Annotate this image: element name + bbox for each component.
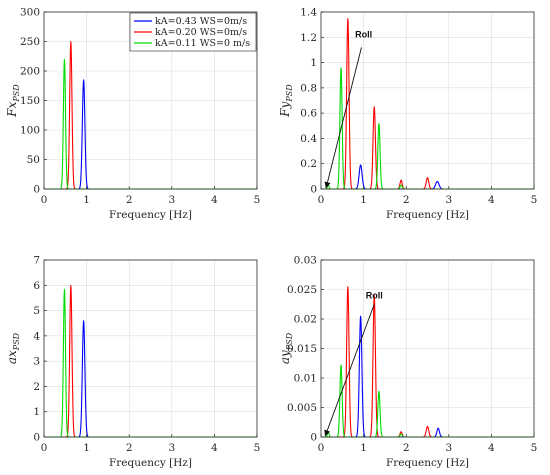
x-tick-label: 3: [445, 442, 452, 454]
y-tick-label: 1: [310, 57, 317, 69]
x-tick-label: 2: [126, 442, 133, 454]
x-tick-label: 3: [168, 194, 175, 206]
x-tick-label: 3: [168, 442, 175, 454]
y-tick-label: 0.02: [294, 314, 317, 326]
annotation-label: Roll: [366, 290, 383, 300]
series-line-ay-0: [320, 315, 535, 438]
legend-label-0: kA=0.43 WS=0m/s: [155, 16, 247, 27]
x-tick-label: 1: [360, 194, 367, 206]
y-tick-label: 0.4: [300, 133, 317, 145]
x-tick-label: 4: [211, 194, 218, 206]
y-tick-label: 6: [33, 280, 40, 292]
y-axis-title-subscript: PSD: [12, 332, 21, 351]
chart-panel-ax: 0 1 2 3 4 5 0 1 2 3 4 5 6 7 Frequency [Hz] axPSD: [5, 255, 260, 470]
x-tick-label: 5: [254, 442, 261, 454]
y-tick-label: 200: [20, 66, 40, 78]
x-tick-label: 2: [403, 194, 410, 206]
annotation-label: Roll: [355, 29, 372, 39]
y-tick-label: 0.015: [287, 343, 317, 355]
chart-panel-fy: 0 1 2 3 4 5 0 0.2 0.4 0.6 0.8 1 1.2 1.4 Frequency [Hz]…: [278, 7, 537, 222]
legend-label-1: kA=0.20 WS=0m/s: [155, 27, 247, 38]
x-axis-title: Frequency [Hz]: [109, 457, 192, 469]
plot-area-frame: [320, 11, 535, 190]
y-tick-label: 0: [310, 432, 317, 444]
y-tick-label: 0: [310, 184, 317, 196]
x-tick-label: 3: [445, 194, 452, 206]
chart-panel-ay: 0 1 2 3 4 5 0 0.005 0.01 0.015 0.02 0.025 0.03 Freque…: [278, 255, 537, 470]
x-tick-label: 1: [83, 194, 90, 206]
y-tick-label: 2: [33, 381, 40, 393]
x-tick-label: 5: [254, 194, 261, 206]
y-tick-label: 0.005: [287, 402, 317, 414]
y-axis-title-main: ay: [278, 350, 292, 364]
annotation-arrow: [324, 47, 362, 189]
y-axis-title-main: Fx: [5, 101, 19, 117]
x-tick-label: 2: [126, 194, 133, 206]
series-line-fy-0: [320, 164, 535, 190]
x-tick-label: 0: [41, 442, 48, 454]
x-tick-label: 4: [488, 442, 495, 454]
x-axis-title: Frequency [Hz]: [386, 209, 469, 221]
series-line-ax-2: [43, 288, 258, 438]
x-tick-label: 4: [488, 194, 495, 206]
y-axis-title-subscript: PSD: [285, 84, 294, 103]
x-axis-title: Frequency [Hz]: [109, 209, 192, 221]
series-line-fy-2: [320, 67, 535, 190]
plot-area-frame: [43, 259, 258, 438]
y-axis-title: ayPSD: [278, 332, 294, 364]
x-tick-label: 1: [360, 442, 367, 454]
series-line-fx-1: [43, 41, 258, 190]
annotation-arrow: [324, 304, 375, 437]
series-line-ax-0: [43, 320, 258, 438]
y-tick-label: 0: [33, 184, 40, 196]
y-axis-title: axPSD: [5, 332, 21, 364]
series-line-fx-2: [43, 58, 258, 190]
y-tick-label: 0.6: [300, 108, 317, 120]
x-tick-label: 0: [41, 194, 48, 206]
y-tick-label: 1.4: [300, 7, 317, 19]
y-tick-label: 0.025: [287, 284, 317, 296]
y-tick-label: 250: [20, 36, 40, 48]
y-tick-label: 0.8: [300, 82, 317, 94]
y-tick-label: 150: [20, 95, 40, 107]
y-axis-title-subscript: PSD: [285, 332, 294, 351]
x-tick-label: 5: [531, 194, 538, 206]
y-axis-title-subscript: PSD: [12, 84, 21, 103]
y-tick-label: 4: [33, 330, 40, 342]
y-tick-label: 7: [33, 255, 40, 267]
y-tick-label: 300: [20, 7, 40, 19]
legend: kA=0.43 WS=0m/skA=0.20 WS=0m/skA=0.11 WS…: [129, 12, 257, 52]
y-tick-label: 50: [27, 154, 40, 166]
x-tick-label: 0: [318, 194, 325, 206]
x-tick-label: 2: [403, 442, 410, 454]
y-tick-label: 1: [33, 406, 40, 418]
y-tick-label: 100: [20, 125, 40, 137]
y-axis-title: FxPSD: [5, 84, 21, 118]
x-tick-label: 4: [211, 442, 218, 454]
y-axis-title-main: ax: [5, 350, 19, 364]
y-tick-label: 0.2: [300, 158, 317, 170]
y-tick-label: 0: [33, 432, 40, 444]
y-axis-title-main: Fy: [278, 101, 292, 117]
y-tick-label: 3: [33, 356, 40, 368]
series-line-fx-0: [43, 79, 258, 190]
y-tick-label: 0.03: [294, 255, 317, 267]
x-tick-label: 5: [531, 442, 538, 454]
y-tick-label: 0.01: [294, 373, 317, 385]
legend-label-2: kA=0.11 WS=0 m/s: [155, 38, 250, 49]
y-tick-label: 1.2: [300, 32, 317, 44]
x-axis-title: Frequency [Hz]: [386, 457, 469, 469]
x-tick-label: 1: [83, 442, 90, 454]
x-tick-label: 0: [318, 442, 325, 454]
y-axis-title: FyPSD: [278, 84, 294, 118]
y-tick-label: 5: [33, 305, 40, 317]
